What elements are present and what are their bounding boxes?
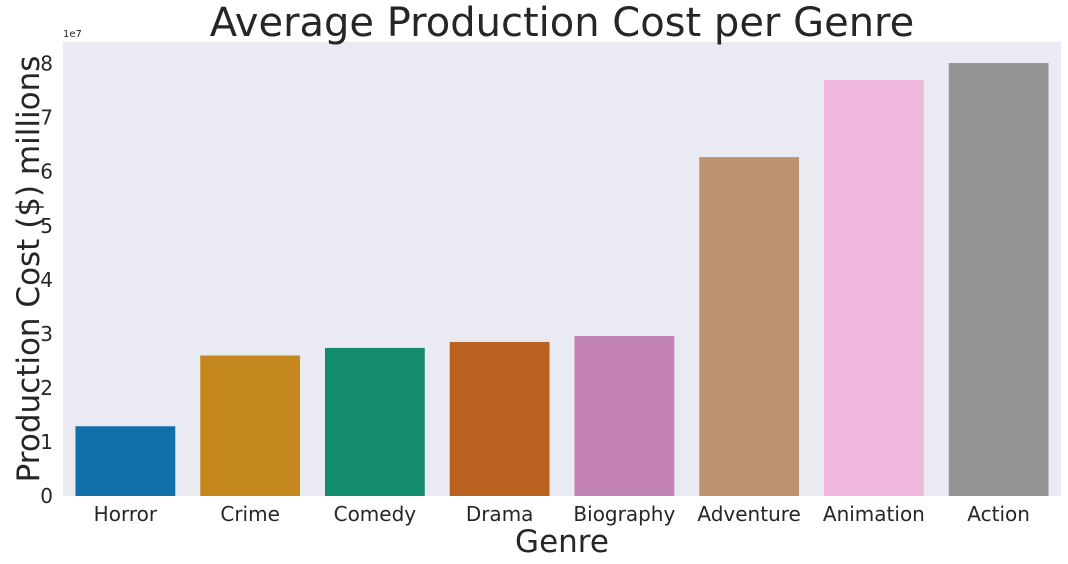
x-tick-label: Action xyxy=(967,502,1030,526)
bars-group xyxy=(75,63,1049,496)
x-tick-label: Biography xyxy=(573,502,675,526)
y-offset-label: 1e7 xyxy=(63,29,82,40)
x-tick-label: Horror xyxy=(94,502,158,526)
y-tick-label: 4 xyxy=(40,268,53,292)
x-tick-label: Drama xyxy=(466,502,534,526)
x-tick-label: Adventure xyxy=(697,502,800,526)
y-ticks-group: 0 1 2 3 4 5 6 7 8 xyxy=(40,52,53,508)
x-ticks-group: Horror Crime Comedy Drama Biography Adventure… xyxy=(94,502,1030,526)
y-tick-label: 3 xyxy=(40,322,53,346)
y-tick-label: 2 xyxy=(40,376,53,400)
bar-drama xyxy=(449,341,550,496)
x-tick-label: Comedy xyxy=(334,502,417,526)
bar-horror xyxy=(75,426,176,496)
bar-comedy xyxy=(324,347,425,496)
y-tick-label: 6 xyxy=(40,160,53,184)
bar-action xyxy=(948,63,1049,496)
y-tick-label: 5 xyxy=(40,214,53,238)
y-tick-label: 1 xyxy=(40,430,53,454)
chart-title: Average Production Cost per Genre xyxy=(210,0,914,46)
x-tick-label: Animation xyxy=(823,502,925,526)
bar-animation xyxy=(823,79,924,496)
y-tick-label: 7 xyxy=(40,106,53,130)
bar-crime xyxy=(200,355,301,496)
y-tick-label: 8 xyxy=(40,52,53,76)
y-tick-label: 0 xyxy=(40,484,53,508)
bar-adventure xyxy=(699,157,800,496)
bar-biography xyxy=(574,336,675,496)
x-axis-label: Genre xyxy=(515,524,609,560)
y-axis-label: Production Cost ($) millions xyxy=(11,56,47,483)
x-tick-label: Crime xyxy=(220,502,280,526)
